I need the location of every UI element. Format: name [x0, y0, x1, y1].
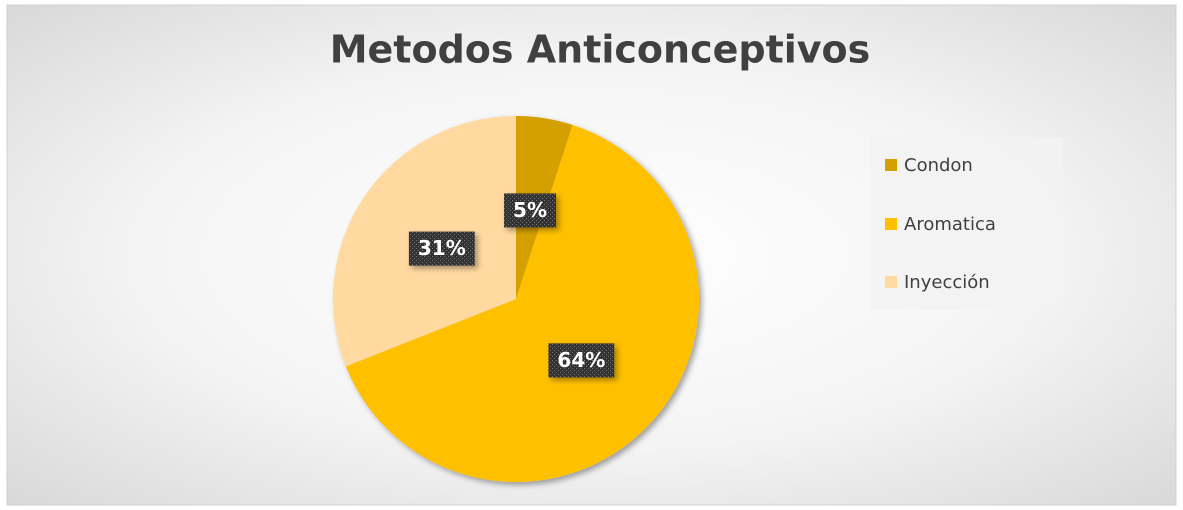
data-label-box [408, 231, 475, 266]
legend-label: Condon [904, 155, 973, 176]
data-label-box [504, 193, 557, 228]
legend-swatch [885, 159, 897, 171]
data-label: 31% [418, 236, 466, 260]
pie-slice [345, 124, 699, 482]
legend-swatch [885, 276, 897, 288]
legend-swatch [885, 218, 897, 230]
chart-title: Metodos Anticonceptivos [330, 28, 871, 72]
legend [870, 137, 1063, 310]
data-label: 64% [557, 348, 605, 372]
pie [332, 116, 699, 482]
data-label-box [548, 343, 615, 378]
legend-label: Aromatica [904, 214, 996, 235]
data-label: 5% [513, 198, 547, 222]
legend-label: Inyección [904, 272, 990, 293]
